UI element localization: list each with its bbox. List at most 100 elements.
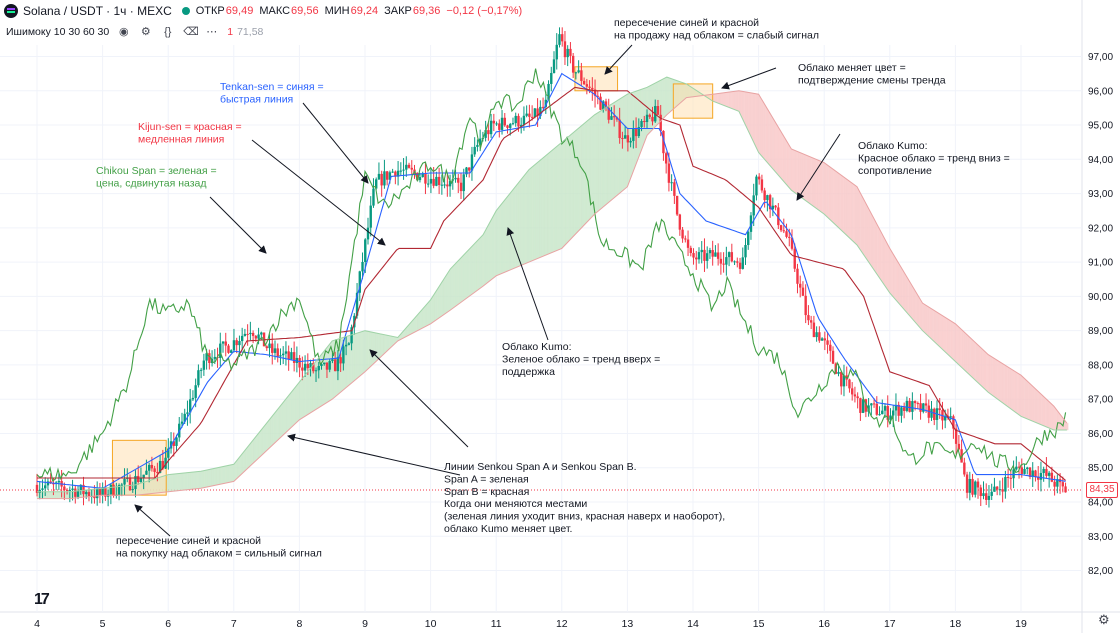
cloud-segment xyxy=(900,265,902,307)
candle-body xyxy=(443,184,446,186)
cloud-segment xyxy=(715,93,717,103)
cloud-segment xyxy=(940,314,943,350)
cloud-segment xyxy=(942,315,944,351)
candle-body xyxy=(585,84,589,87)
cloud-segment xyxy=(871,213,873,269)
indicator-name[interactable]: Ишимоку 10 30 60 30 xyxy=(6,26,110,38)
candles xyxy=(35,27,1067,508)
line-kijun-sen xyxy=(37,86,1066,481)
candle-body xyxy=(197,370,200,386)
cloud-segment xyxy=(532,164,535,261)
braces-icon[interactable]: {} xyxy=(164,26,172,38)
candle-body xyxy=(675,195,679,215)
cloud-segment xyxy=(471,245,473,296)
cloud-segment xyxy=(803,153,805,201)
cloud-segment xyxy=(502,200,505,274)
candle-body xyxy=(796,268,799,284)
cloud-segment xyxy=(503,198,506,273)
cloud-segment xyxy=(460,256,463,303)
cloud-segment xyxy=(968,335,970,376)
symbol-title[interactable]: Solana / USDT · 1ч · MEXC xyxy=(23,4,172,18)
candle-body xyxy=(104,487,107,497)
cloud-segment xyxy=(175,473,178,492)
candle-body xyxy=(954,428,958,444)
candle-body xyxy=(292,352,296,363)
more-icon[interactable]: ⋯ xyxy=(206,26,218,38)
candle-body xyxy=(771,205,775,210)
cloud-segment xyxy=(859,191,862,252)
cloud-segment xyxy=(263,424,266,454)
cloud-segment xyxy=(1022,376,1024,418)
candle-body xyxy=(1020,467,1023,474)
cloud-segment xyxy=(993,357,995,398)
candle-body xyxy=(1028,467,1032,477)
cloud-segment xyxy=(202,470,204,489)
candle-body xyxy=(790,237,794,249)
cloud-segment xyxy=(246,445,249,470)
candle-body xyxy=(506,125,509,128)
cloud-segment xyxy=(416,314,418,332)
candle-body xyxy=(407,164,411,168)
cloud-segment xyxy=(747,92,750,134)
note-cloud-change: Облако меняет цвет = подтверждение смены … xyxy=(798,62,946,86)
cloud-segment xyxy=(848,180,851,240)
cloud-segment xyxy=(565,137,568,245)
candle-body xyxy=(399,170,403,172)
cloud-segment xyxy=(753,93,755,145)
cloud-segment xyxy=(384,334,387,354)
cloud-segment xyxy=(745,91,747,128)
cloud-segment xyxy=(458,259,460,305)
cloud-segment xyxy=(362,330,364,375)
cloud-segment xyxy=(869,211,872,267)
cloud-segment xyxy=(904,271,906,312)
cloud-segment xyxy=(1007,366,1010,408)
candle-body xyxy=(298,357,301,368)
candle-body xyxy=(829,344,832,351)
candle-body xyxy=(580,70,583,81)
cloud-segment xyxy=(204,469,207,488)
price-axis[interactable]: 97,00 96,00 95,00 94,00 93,00 92,00 91,00 90,00… xyxy=(1088,52,1113,577)
cloud-segment xyxy=(749,92,751,137)
cloud-segment xyxy=(514,185,517,269)
cloud-segment xyxy=(300,378,303,420)
cloud-segment xyxy=(490,217,493,281)
candle-body xyxy=(779,225,783,231)
cloud-segment xyxy=(465,250,468,299)
note-tenkan-line: Tenkan-sen = синяя = xyxy=(220,81,324,93)
cloud-segment xyxy=(439,282,442,318)
candle-body xyxy=(402,169,405,171)
cloud-segment xyxy=(541,157,544,257)
candle-body xyxy=(993,486,996,492)
candle-body xyxy=(1050,472,1054,482)
cloud-segment xyxy=(750,92,753,139)
candle-body xyxy=(63,486,66,490)
candle-body xyxy=(385,171,389,180)
cloud-segment xyxy=(767,109,770,165)
eye-icon[interactable]: ◉ xyxy=(118,26,129,38)
cloud-segment xyxy=(560,141,562,250)
cloud-segment xyxy=(950,320,952,359)
candle-body xyxy=(976,481,980,488)
cloud-segment xyxy=(744,91,746,126)
candle-body xyxy=(243,333,247,336)
cloud-segment xyxy=(873,218,876,273)
cloud-segment xyxy=(295,384,297,424)
cloud-segment xyxy=(423,305,426,328)
cloud-segment xyxy=(961,329,964,370)
symbol-info[interactable]: Solana / USDT · 1ч · MEXC xyxy=(0,4,196,18)
note-cross-buy: пересечение синей и красной на покупку на… xyxy=(116,535,322,559)
cloud-segment xyxy=(723,92,725,106)
cloud-segment xyxy=(374,332,376,364)
time-axis[interactable]: 4 5 6 7 8 9 10 11 12 13 14 15 16 17 18 19 xyxy=(34,618,1027,630)
gear-icon[interactable]: ⚙ xyxy=(140,26,151,38)
cloud-segment xyxy=(989,355,991,395)
candle-body xyxy=(916,403,920,405)
candle-body xyxy=(905,400,909,411)
candle-body xyxy=(1064,486,1067,493)
cloud-segment xyxy=(835,171,838,227)
candle-body xyxy=(651,116,654,122)
cloud-segment xyxy=(288,393,291,430)
trash-icon[interactable]: ⌫ xyxy=(183,26,199,38)
chart-settings-gear-icon[interactable]: ⚙ xyxy=(1098,612,1110,627)
